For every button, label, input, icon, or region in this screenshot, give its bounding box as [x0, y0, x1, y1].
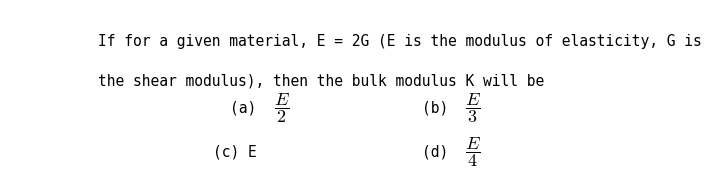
Text: (b): (b) — [422, 101, 448, 115]
Text: (c) E: (c) E — [213, 144, 257, 159]
Text: (d): (d) — [422, 144, 448, 159]
Text: $\dfrac{E}{4}$: $\dfrac{E}{4}$ — [465, 135, 481, 169]
Text: $\dfrac{E}{3}$: $\dfrac{E}{3}$ — [465, 91, 481, 125]
Text: $\dfrac{E}{2}$: $\dfrac{E}{2}$ — [274, 91, 290, 125]
Text: If for a given material, E = 2G (E is the modulus of elasticity, G is: If for a given material, E = 2G (E is th… — [97, 34, 701, 49]
Text: (a): (a) — [230, 101, 257, 115]
Text: the shear modulus), then the bulk modulus K will be: the shear modulus), then the bulk modulu… — [97, 73, 544, 88]
